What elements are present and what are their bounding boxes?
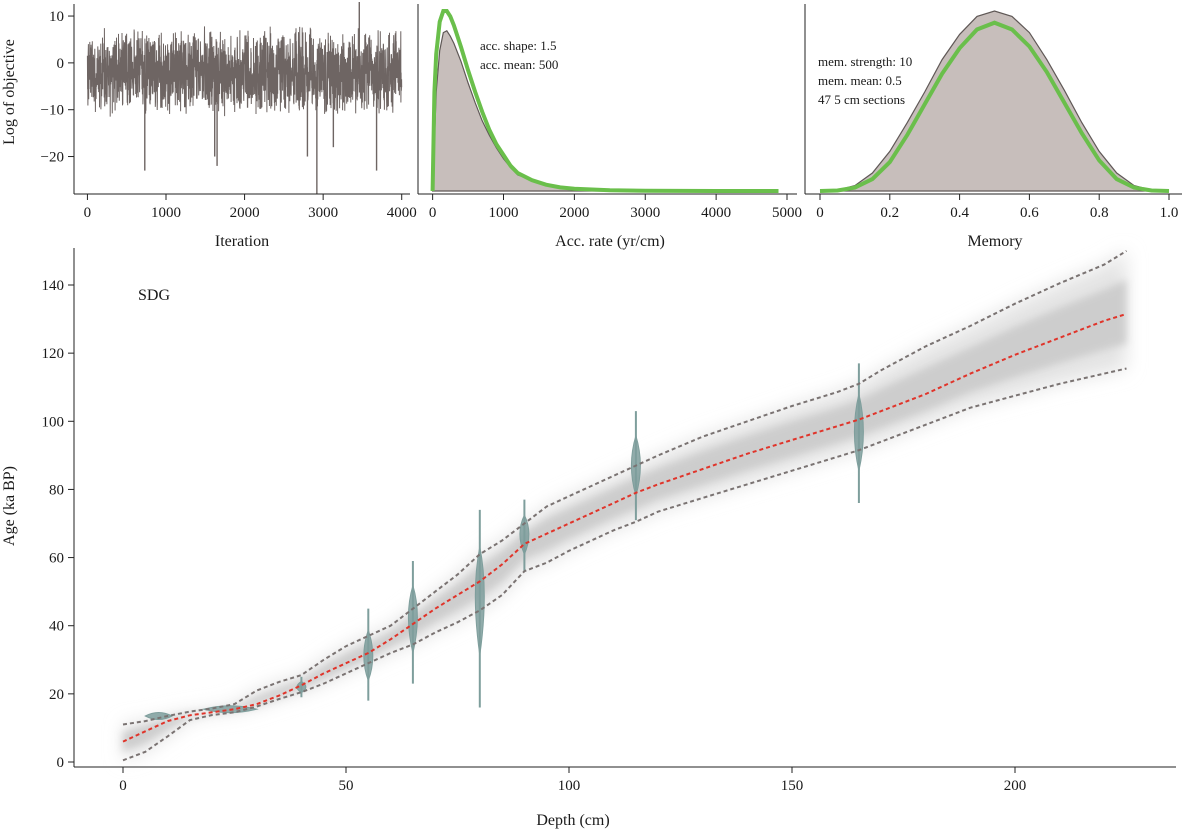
dated-sample-violin (363, 628, 374, 683)
iterations-y-tick-label: −20 (41, 150, 64, 166)
memory-prior-line (819, 20, 1170, 193)
acc-rate-x-ticks: 0 1000 2000 3000 4000 5000 (429, 194, 802, 221)
age-depth-y-tick-label: 140 (42, 278, 65, 294)
mem-strength-annotation: mem. strength: 10 (818, 54, 912, 69)
acc-rate-panel: 0 1000 2000 3000 4000 5000 acc. shape: 1.5 ac… (417, 4, 802, 250)
iterations-x-tick-label: 4000 (387, 205, 417, 221)
age-depth-envelope-inner (123, 279, 1127, 752)
acc-rate-x-tick-label: 1000 (489, 205, 519, 221)
memory-x-label: Memory (967, 233, 1022, 250)
memory-x-tick-label: 0.2 (880, 205, 899, 221)
iterations-y-tick-label: 10 (49, 9, 64, 25)
age-depth-lower-bound (122, 367, 1127, 762)
age-depth-y-ticks: 0 20 40 60 80 100 120 140 (42, 278, 74, 771)
age-depth-upper-bound (122, 250, 1128, 726)
iterations-trace (86, 26, 403, 117)
iterations-x-ticks: 0 1000 2000 3000 4000 (84, 194, 417, 221)
memory-x-tick-label: 0.4 (950, 205, 969, 221)
dated-sample-violin (853, 393, 864, 471)
iterations-x-tick-label: 2000 (230, 205, 260, 221)
dated-sample-violin (407, 583, 418, 654)
iterations-y-tick-label: −10 (41, 103, 64, 119)
memory-posterior-area (819, 10, 1170, 192)
iterations-x-tick-label: 0 (84, 205, 92, 221)
acc-rate-x-tick-label: 0 (429, 205, 437, 221)
age-depth-x-tick-label: 200 (1004, 778, 1027, 794)
iterations-y-label: Log of objective (1, 39, 18, 145)
age-depth-x-tick-label: 150 (781, 778, 804, 794)
memory-x-tick-label: 0 (816, 205, 824, 221)
age-depth-y-tick-label: 100 (42, 414, 65, 430)
age-depth-y-label: Age (ka BP) (1, 466, 18, 546)
age-depth-y-tick-label: 0 (57, 755, 65, 771)
iterations-x-tick-label: 3000 (308, 205, 338, 221)
age-depth-y-tick-label: 80 (49, 482, 64, 498)
iterations-x-label: Iteration (215, 233, 269, 250)
memory-panel: 0 0.2 0.4 0.6 0.8 1.0 mem. strength: 10 mem. … (804, 4, 1182, 250)
mem-sections-annotation: 47 5 cm sections (818, 92, 905, 107)
age-depth-y-tick-label: 120 (42, 346, 65, 362)
iterations-y-tick-label: 0 (57, 56, 65, 72)
acc-rate-prior-line (430, 9, 779, 193)
iterations-outlier-spikes (144, 2, 378, 194)
age-depth-x-label: Depth (cm) (536, 812, 609, 829)
age-depth-y-tick-label: 60 (49, 551, 64, 567)
acc-rate-x-tick-label: 2000 (559, 205, 589, 221)
memory-x-tick-label: 0.6 (1020, 205, 1039, 221)
acc-rate-x-tick-label: 5000 (772, 205, 802, 221)
iterations-x-tick-label: 1000 (151, 205, 181, 221)
iterations-y-ticks: 10 0 −10 −20 (41, 9, 74, 166)
acc-mean-annotation: acc. mean: 500 (480, 57, 558, 72)
core-title: SDG (138, 287, 170, 304)
acc-shape-annotation: acc. shape: 1.5 (480, 38, 557, 53)
memory-x-tick-label: 0.8 (1090, 205, 1109, 221)
age-depth-x-tick-label: 0 (119, 778, 127, 794)
acc-rate-x-tick-label: 3000 (630, 205, 660, 221)
age-depth-x-tick-label: 100 (558, 778, 581, 794)
mem-mean-annotation: mem. mean: 0.5 (818, 73, 902, 88)
acc-rate-x-label: Acc. rate (yr/cm) (555, 233, 665, 250)
acc-rate-posterior-area (431, 30, 779, 192)
age-depth-median (122, 313, 1127, 743)
age-depth-panel: 0 50 100 150 200 0 20 40 60 80 100 120 140 SDG Dept… (1, 248, 1176, 829)
age-depth-x-ticks: 0 50 100 150 200 (119, 767, 1026, 794)
age-depth-y-tick-label: 20 (49, 687, 64, 703)
acc-rate-x-tick-label: 4000 (701, 205, 731, 221)
dated-sample-violin (474, 546, 485, 656)
age-depth-x-tick-label: 50 (339, 778, 354, 794)
iterations-panel: 0 1000 2000 3000 4000 10 0 −10 −20 Iteration Lo… (1, 2, 417, 250)
memory-x-tick-label: 1.0 (1160, 205, 1179, 221)
memory-x-ticks: 0 0.2 0.4 0.6 0.8 1.0 (816, 194, 1178, 221)
age-depth-y-tick-label: 40 (49, 619, 64, 635)
